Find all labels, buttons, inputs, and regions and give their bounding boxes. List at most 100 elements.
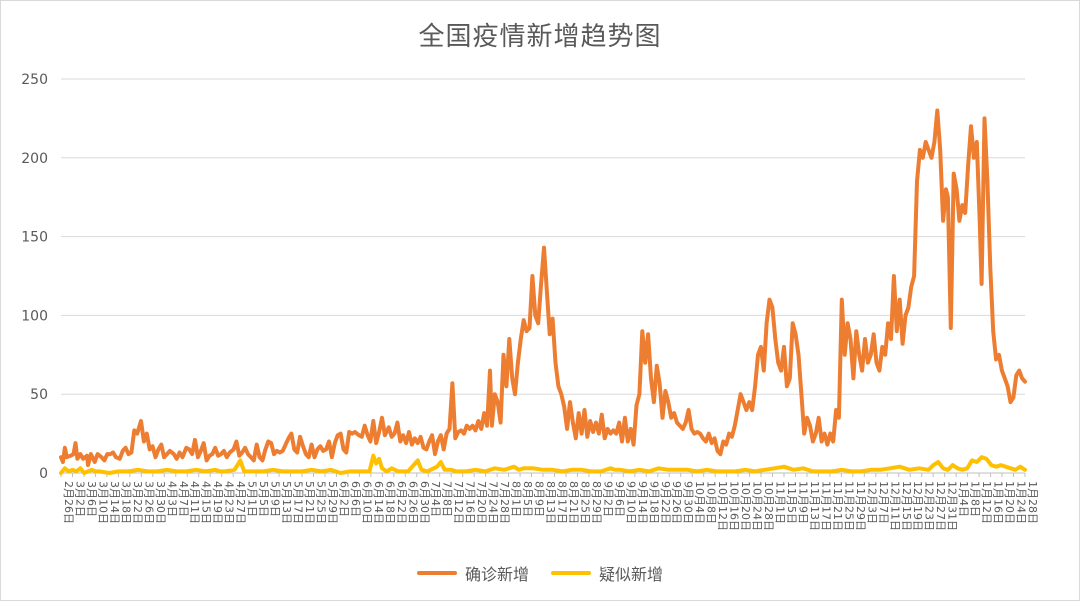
x-tick-label: 11月5日 <box>785 481 798 524</box>
x-tick-label: 9月2日 <box>601 481 614 517</box>
x-tick-label: 5月25日 <box>314 481 327 524</box>
x-tick-label: 11月9日 <box>796 481 809 524</box>
x-tick-label: 8月5日 <box>521 481 534 517</box>
x-tick-label: 10月20日 <box>739 481 752 531</box>
x-tick-label: 10月12日 <box>716 481 729 531</box>
x-tick-label: 8月1日 <box>510 481 523 517</box>
x-tick-label: 12月3日 <box>865 481 878 524</box>
x-tick-label: 10月4日 <box>693 481 706 524</box>
x-tick-label: 4月27日 <box>234 481 247 524</box>
x-tick-label: 5月29日 <box>326 481 339 524</box>
x-tick-label: 9月26日 <box>670 481 683 524</box>
x-tick-label: 9月22日 <box>659 481 672 524</box>
x-tick-label: 1月12日 <box>980 481 993 524</box>
x-tick-label: 9月6日 <box>613 481 626 517</box>
x-tick-label: 4月11日 <box>188 481 201 524</box>
x-tick-label: 3月14日 <box>108 481 121 524</box>
x-tick-label: 3月18日 <box>119 481 132 524</box>
x-tick-label: 12月19日 <box>911 481 924 531</box>
x-tick-label: 3月26日 <box>142 481 155 524</box>
x-tick-label: 4月3日 <box>165 481 178 517</box>
x-tick-label: 3月6日 <box>85 481 98 517</box>
x-tick-label: 11月29日 <box>854 481 867 531</box>
x-tick-label: 10月24日 <box>751 481 764 531</box>
x-tick-label: 6月22日 <box>395 481 408 524</box>
x-tick-label: 9月10日 <box>624 481 637 524</box>
x-tick-label: 6月30日 <box>418 481 431 524</box>
x-tick-label: 5月13日 <box>280 481 293 524</box>
x-tick-label: 1月24日 <box>1015 481 1028 524</box>
y-tick-label: 200 <box>21 151 48 167</box>
x-tick-label: 11月25日 <box>842 481 855 531</box>
y-tick-label: 250 <box>21 72 48 88</box>
series-line-suspected <box>59 453 1027 475</box>
x-tick-label: 11月21日 <box>831 481 844 531</box>
y-tick-label: 0 <box>39 466 48 482</box>
x-tick-label: 2月26日 <box>62 481 75 524</box>
x-tick-label: 10月28日 <box>762 481 775 531</box>
x-tick-label: 5月9日 <box>269 481 282 517</box>
x-tick-label: 8月9日 <box>533 481 546 517</box>
x-tick-label: 12月15日 <box>900 481 913 531</box>
x-tick-label: 8月13日 <box>544 481 557 524</box>
x-tick-label: 6月18日 <box>383 481 396 524</box>
x-tick-label: 7月16日 <box>464 481 477 524</box>
legend-swatch-suspected <box>551 571 591 575</box>
x-tick-label: 7月24日 <box>487 481 500 524</box>
x-tick-label: 8月29日 <box>590 481 603 524</box>
x-tick-label: 6月26日 <box>406 481 419 524</box>
x-tick-label: 12月27日 <box>934 481 947 531</box>
x-tick-label: 5月5日 <box>257 481 270 517</box>
legend-swatch-confirmed <box>416 571 457 575</box>
series-line-confirmed <box>59 108 1027 468</box>
legend-item-confirmed[interactable]: 确诊新增 <box>416 561 529 585</box>
x-tick-label: 3月10日 <box>96 481 109 524</box>
x-tick-label: 4月23日 <box>223 481 236 524</box>
x-tick-label: 3月22日 <box>131 481 144 524</box>
x-tick-label: 7月20日 <box>475 481 488 524</box>
x-tick-label: 1月4日 <box>957 481 970 517</box>
x-tick-label: 12月23日 <box>923 481 936 531</box>
x-tick-label: 3月2日 <box>73 481 86 517</box>
x-tick-label: 5月21日 <box>303 481 316 524</box>
x-tick-label: 10月16日 <box>728 481 741 531</box>
x-tick-label: 7月12日 <box>452 481 465 524</box>
x-tick-label: 9月18日 <box>647 481 660 524</box>
x-tick-label: 6月6日 <box>349 481 362 517</box>
x-tick-label: 7月28日 <box>498 481 511 524</box>
x-tick-label: 4月7日 <box>177 481 190 517</box>
x-tick-label: 1月20日 <box>1003 481 1016 524</box>
x-tick-label: 4月15日 <box>200 481 213 524</box>
x-tick-label: 11月17日 <box>819 481 832 531</box>
x-tick-label: 7月4日 <box>429 481 442 517</box>
y-tick-label: 100 <box>21 308 48 324</box>
x-tick-label: 12月31日 <box>946 481 959 531</box>
x-tick-label: 8月17日 <box>555 481 568 524</box>
x-tick-label: 10月8日 <box>705 481 718 524</box>
x-tick-label: 12月7日 <box>877 481 890 524</box>
x-tick-label: 1月28日 <box>1026 481 1039 524</box>
x-tick-label: 1月8日 <box>969 481 982 517</box>
x-tick-label: 1月16日 <box>992 481 1005 524</box>
chart-title: 全国疫情新增趋势图 <box>418 22 662 52</box>
legend-item-suspected[interactable]: 疑似新增 <box>551 561 663 585</box>
x-tick-label: 3月30日 <box>154 481 167 524</box>
x-tick-label: 11月13日 <box>808 481 821 531</box>
x-tick-label: 7月8日 <box>441 481 454 517</box>
x-tick-label: 11月1日 <box>774 481 787 524</box>
x-tick-label: 5月1日 <box>246 481 259 517</box>
y-tick-label: 50 <box>30 387 48 403</box>
x-tick-label: 6月10日 <box>360 481 373 524</box>
x-tick-label: 4月19日 <box>211 481 224 524</box>
x-tick-label: 8月21日 <box>567 481 580 524</box>
x-tick-label: 9月30日 <box>682 481 695 524</box>
x-tick-label: 6月14日 <box>372 481 385 524</box>
x-tick-label: 8月25日 <box>578 481 591 524</box>
x-tick-label: 5月17日 <box>292 481 305 524</box>
legend-label-suspected: 疑似新增 <box>599 565 664 584</box>
x-tick-label: 9月14日 <box>636 481 649 524</box>
x-tick-label: 6月2日 <box>337 481 350 517</box>
legend: 确诊新增 疑似新增 <box>0 561 1080 585</box>
y-tick-label: 150 <box>21 230 48 246</box>
